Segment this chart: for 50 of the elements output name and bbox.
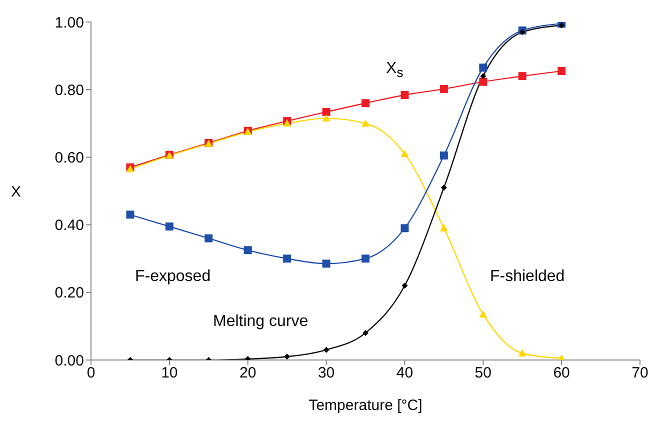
x-tick-label: 50 <box>474 364 492 382</box>
x-tick-label: 20 <box>240 364 256 382</box>
point <box>126 210 134 219</box>
point <box>362 330 368 336</box>
point <box>283 254 292 263</box>
point <box>322 114 330 122</box>
point <box>479 78 488 86</box>
point <box>284 354 290 360</box>
point <box>558 67 566 76</box>
point <box>518 72 526 80</box>
x-tick-label: 30 <box>318 364 335 382</box>
x-tick-label: 70 <box>632 364 648 382</box>
x-tick-label: 60 <box>553 364 570 382</box>
x-tick-label: 10 <box>161 364 178 382</box>
series-label: X$_{s}$ <box>386 60 404 80</box>
point <box>323 346 330 353</box>
point <box>440 224 448 232</box>
point <box>322 260 330 268</box>
y-tick-label: 0.40 <box>54 217 84 234</box>
y-tick-label: 0.00 <box>54 352 84 370</box>
point <box>479 310 488 318</box>
point <box>480 73 486 80</box>
point <box>165 222 174 230</box>
point <box>479 64 488 72</box>
point <box>519 29 526 36</box>
series-label: F-shielded <box>490 268 565 286</box>
point <box>362 254 370 263</box>
x-axis-title: Temperature [°C] <box>308 397 422 414</box>
y-tick-label: 0.80 <box>54 82 84 99</box>
series-label: Melting curve <box>213 313 308 331</box>
x-tick-label: 40 <box>396 364 414 382</box>
y-tick-label: 0.60 <box>54 150 84 167</box>
y-axis-title: X <box>11 183 22 200</box>
point <box>440 184 447 191</box>
point <box>400 150 409 158</box>
point <box>402 282 408 289</box>
point <box>362 99 370 108</box>
point <box>518 349 526 356</box>
point <box>440 152 448 160</box>
series-label: F-exposed <box>135 268 211 286</box>
point <box>440 84 448 93</box>
x-tick-label: 0 <box>86 364 96 382</box>
point <box>362 119 370 127</box>
point <box>244 246 252 254</box>
point <box>204 234 213 242</box>
point <box>322 108 330 116</box>
point <box>400 224 409 232</box>
point <box>400 91 409 100</box>
y-tick-label: 0.20 <box>54 284 84 302</box>
y-tick-label: 1.00 <box>54 14 84 32</box>
